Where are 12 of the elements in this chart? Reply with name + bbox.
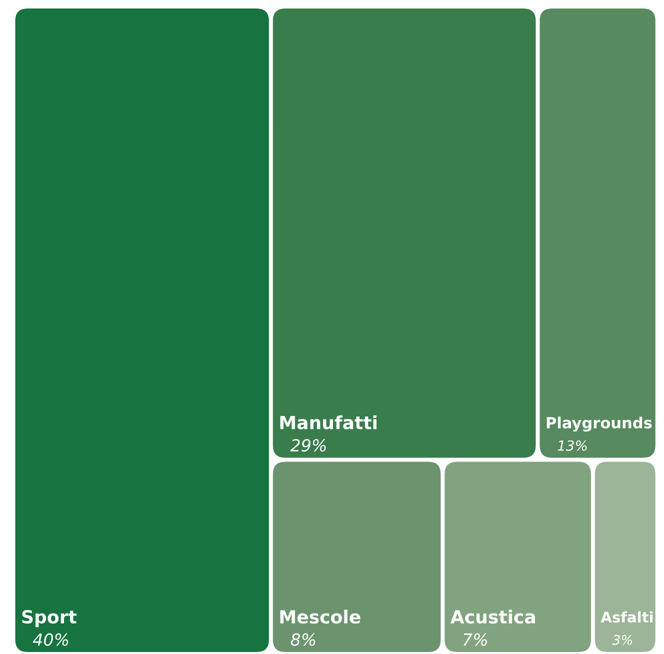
- data-label: 29%: [290, 439, 326, 452]
- category-label: Mescole: [280, 610, 360, 624]
- category-label: Playgrounds: [546, 416, 652, 432]
- category-label: Manufatti: [280, 415, 376, 430]
- category-label: Sport: [22, 610, 76, 628]
- category-label: Acustica: [450, 610, 535, 624]
- data-label: 3%: [612, 634, 632, 645]
- data-label: 13%: [558, 440, 587, 451]
- category-label: Asfalti: [600, 611, 653, 623]
- data-label: 8%: [290, 633, 316, 646]
- data-label: 7%: [464, 633, 487, 646]
- data-label: 40%: [32, 633, 68, 646]
